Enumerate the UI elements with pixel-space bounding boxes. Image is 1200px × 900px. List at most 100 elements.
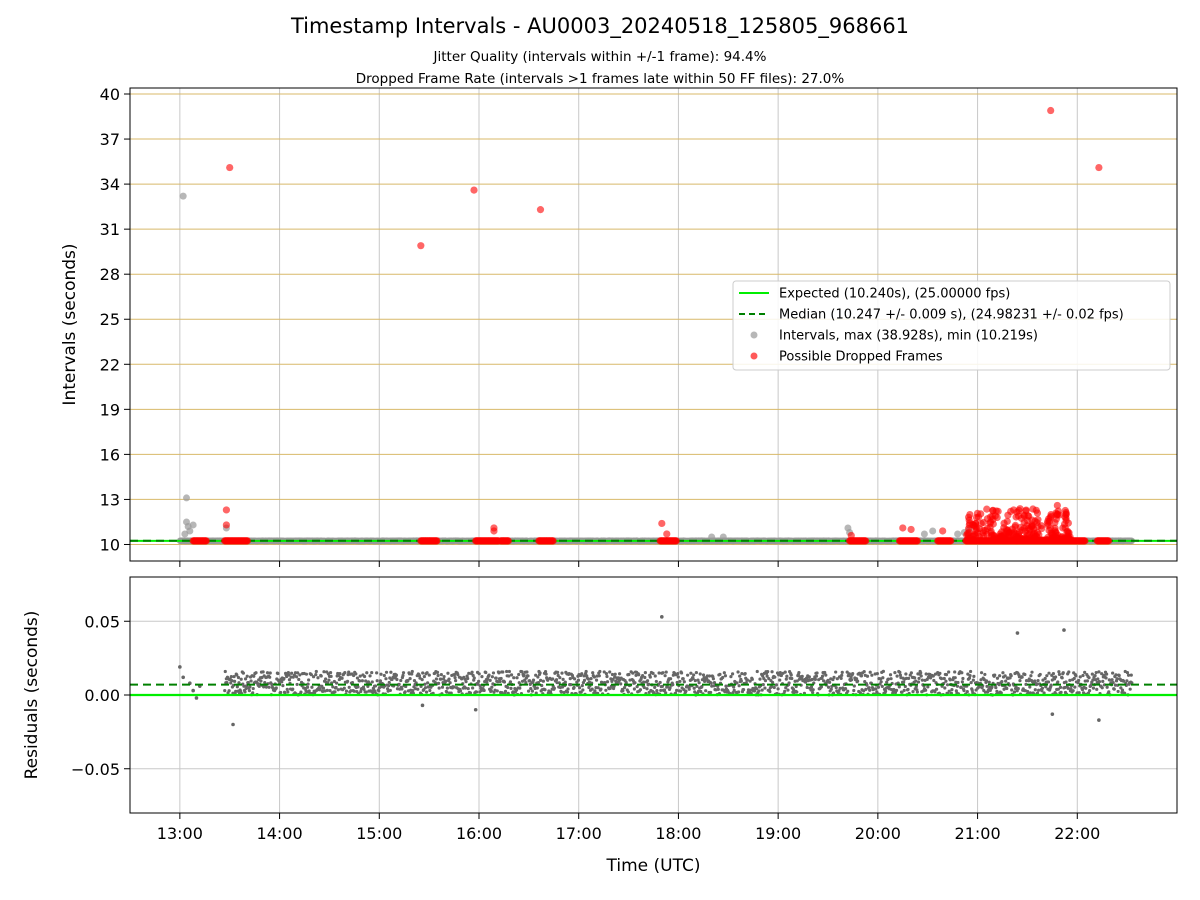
residual-point [358, 674, 362, 678]
residual-point [520, 670, 524, 674]
residual-point [243, 690, 247, 694]
residual-point [865, 674, 870, 678]
residual-point [797, 671, 801, 675]
residual-point [370, 670, 374, 675]
interval-point [181, 530, 189, 538]
residual-point [518, 686, 522, 690]
residual-point [699, 689, 703, 694]
residual-point [340, 676, 344, 680]
y-tick-label: 0.00 [84, 686, 120, 705]
residual-point [342, 686, 346, 690]
residual-point [535, 686, 539, 690]
legend: Expected (10.240s), (25.00000 fps)Median… [732, 280, 1171, 371]
residual-point [1009, 674, 1013, 678]
residual-point [389, 670, 393, 674]
residual-point [669, 677, 673, 681]
residual-point [503, 689, 508, 693]
dropped-frame-point [965, 528, 973, 537]
residual-point [852, 688, 856, 693]
residual-point [267, 685, 271, 689]
interval-point [954, 530, 962, 538]
residual-point [495, 689, 499, 693]
residual-point [561, 677, 565, 681]
residual-point [480, 675, 484, 679]
residual-point [360, 679, 364, 683]
residual-point [914, 679, 918, 683]
residual-point [722, 671, 726, 675]
residual-point [388, 688, 392, 693]
residual-point [494, 676, 498, 680]
interval-point [189, 521, 197, 529]
residual-point [709, 681, 713, 685]
residual-point [895, 674, 899, 678]
residual-point [365, 671, 369, 675]
residual-point [868, 688, 872, 692]
residual-point [328, 670, 333, 675]
residual-point [442, 674, 446, 679]
residual-point [693, 690, 697, 694]
residual-point [509, 673, 514, 677]
residual-point [445, 686, 449, 690]
dropped-frame-point [1053, 510, 1061, 518]
residual-point [1016, 687, 1020, 691]
dropped-frame-point [899, 524, 907, 532]
residual-point [439, 672, 443, 677]
residual-point [654, 679, 658, 684]
dropped-frame-point [1002, 530, 1010, 538]
dropped-frame-point [1039, 536, 1047, 544]
residual-point [227, 689, 231, 693]
residual-point [942, 676, 946, 681]
residual-point [362, 674, 367, 679]
dropped-frame-point [202, 537, 210, 545]
residual-point [552, 686, 556, 690]
residual-point [838, 686, 842, 690]
residual-point [191, 688, 195, 693]
interval-point [179, 192, 187, 200]
residual-point [458, 689, 463, 693]
residual-point [591, 671, 595, 675]
residual-point [1074, 674, 1078, 678]
residual-point [551, 677, 555, 681]
residual-point [694, 670, 698, 675]
dropped-frame-point [1061, 520, 1069, 528]
residual-point [701, 673, 706, 677]
residual-point [632, 687, 637, 691]
residual-point [856, 679, 860, 683]
residual-point [307, 678, 311, 682]
residual-point [829, 687, 833, 691]
residual-point [539, 678, 543, 682]
residual-point [784, 677, 788, 681]
residual-point [610, 672, 615, 677]
residual-point [531, 678, 536, 682]
residual-point [626, 690, 630, 694]
residual-point [739, 679, 743, 683]
chart-title: Timestamp Intervals - AU0003_20240518_12… [290, 14, 910, 38]
residual-point [515, 676, 519, 680]
residual-point [962, 688, 966, 693]
residual-point [554, 678, 559, 682]
residual-point [194, 696, 199, 700]
residual-point [648, 675, 652, 679]
residual-point [354, 672, 358, 676]
residual-point [839, 676, 843, 680]
residual-point [490, 685, 494, 689]
y-axis-label: Residuals (seconds) [22, 611, 42, 780]
residual-point [178, 665, 182, 669]
residual-point [541, 679, 545, 683]
residual-point [692, 673, 696, 677]
residual-point [1058, 685, 1063, 689]
residual-point [755, 669, 759, 674]
residual-point [543, 688, 547, 692]
residual-point [1120, 688, 1125, 692]
residual-point [1104, 676, 1108, 680]
x-tick-label: 21:00 [955, 824, 1001, 843]
residual-point [229, 675, 233, 679]
residual-point [968, 669, 973, 674]
residual-point [420, 677, 424, 682]
residual-point [345, 679, 350, 683]
residual-point [290, 671, 294, 675]
residual-point [1045, 674, 1049, 678]
residual-point [530, 689, 534, 693]
residual-point [477, 679, 481, 683]
